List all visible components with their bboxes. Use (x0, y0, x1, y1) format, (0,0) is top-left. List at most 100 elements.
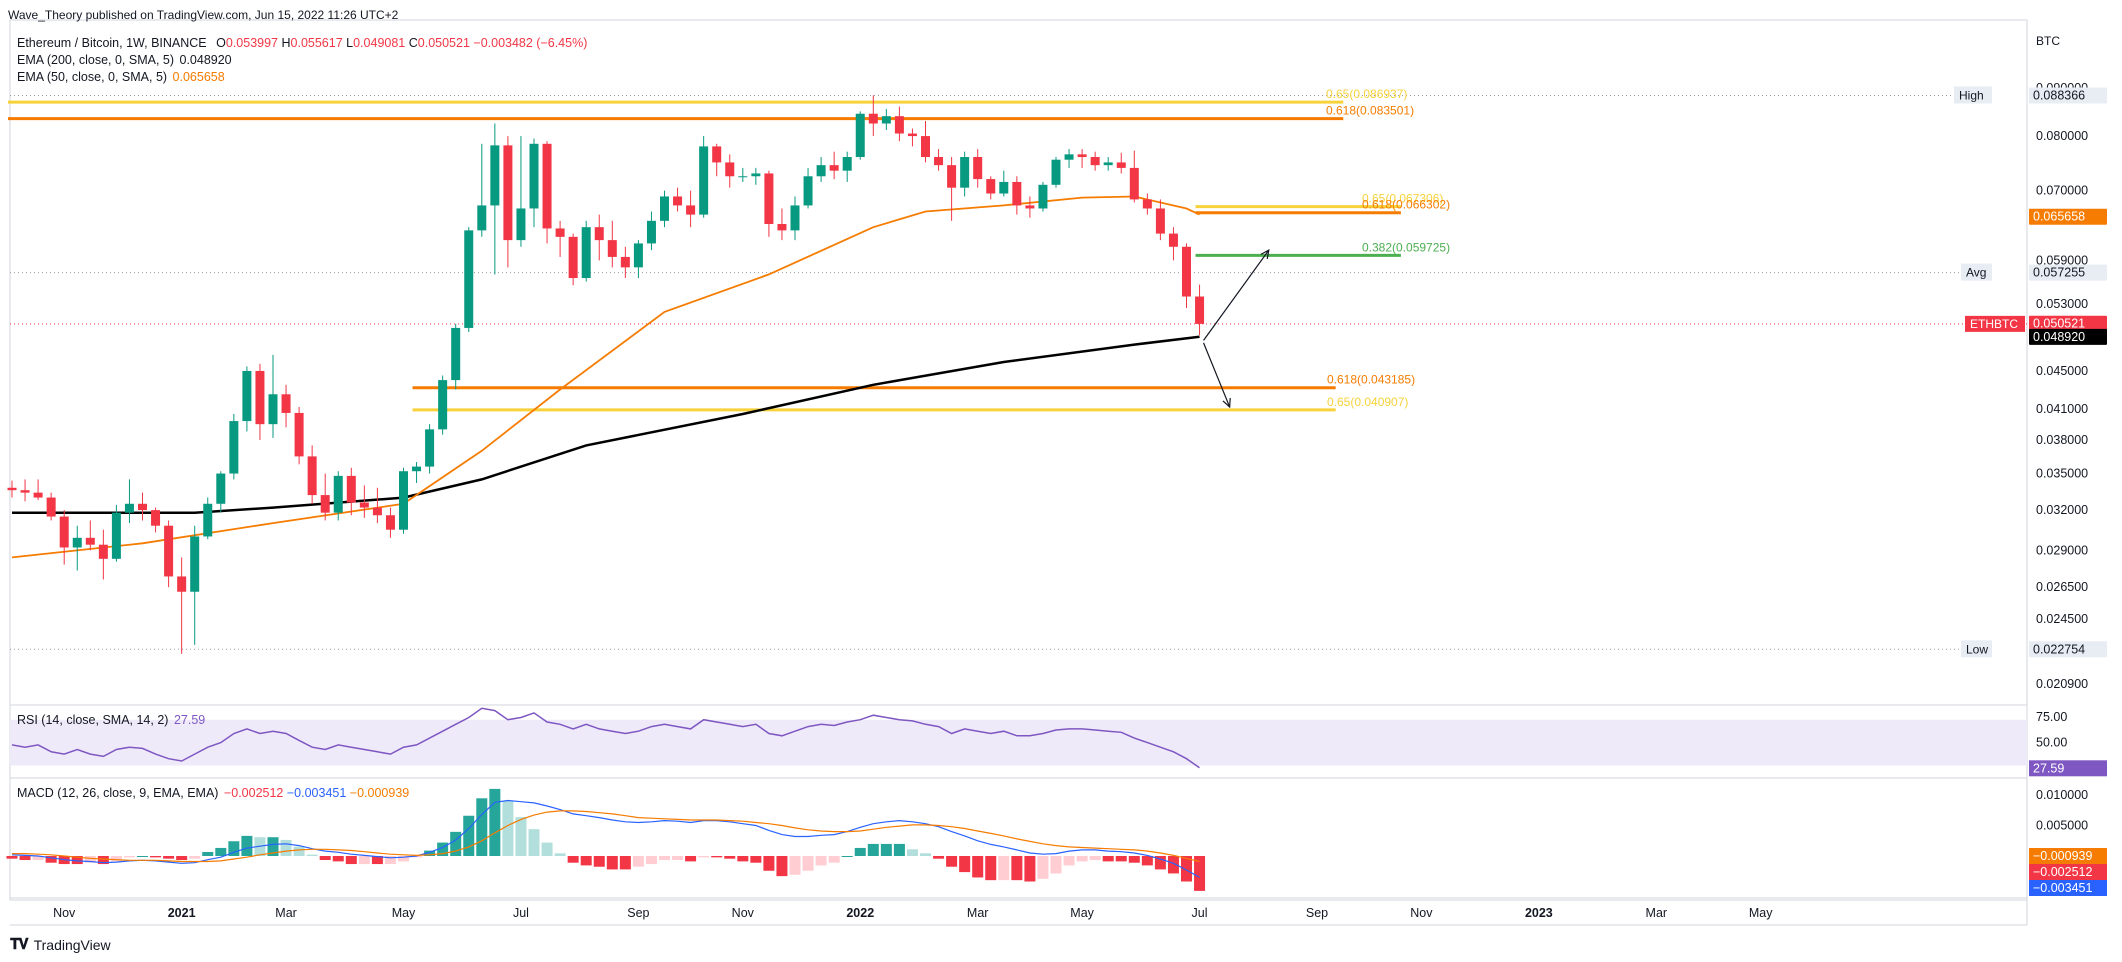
candle-body (633, 243, 643, 268)
candle-body (516, 208, 526, 241)
macd-histogram-bar (1128, 856, 1140, 863)
price-badge-label: 0.048920 (2033, 330, 2085, 344)
macd-histogram-bar (1076, 856, 1088, 862)
time-tick-label: Sep (1306, 906, 1328, 920)
candle-body (960, 157, 970, 188)
rsi-badge-label: 27.59 (2033, 761, 2064, 775)
candle-body (399, 471, 408, 530)
time-tick-label: 2023 (1525, 906, 1553, 920)
macd-histogram-bar (489, 788, 501, 856)
ema50-value: 0.065658 (172, 70, 225, 84)
time-tick-label: Mar (1646, 906, 1668, 920)
macd-histogram-bar (672, 856, 684, 861)
macd-histogram-bar (345, 856, 357, 865)
candle-body (934, 157, 944, 166)
macd-histogram-bar (241, 835, 253, 856)
candle-body (855, 113, 865, 158)
rsi-legend: RSI (14, close, SMA, 14, 2) 27.59 (17, 713, 205, 727)
rsi-line (11, 707, 1200, 769)
macd-histogram-bar (972, 856, 984, 878)
macd-histogram-bar (6, 856, 18, 859)
price-badge (2029, 208, 2107, 225)
candle-body (425, 429, 435, 467)
hline-tag-avg: Avg (1966, 266, 1986, 280)
symbol-name: Ethereum / Bitcoin, 1W, BINANCE (17, 36, 207, 50)
candle-body (620, 256, 630, 268)
candle-body (842, 157, 852, 171)
macd-histogram-bar (1050, 856, 1062, 874)
macd-histogram-bar (880, 843, 892, 856)
macd-histogram-bar (1102, 856, 1114, 862)
candle-body (803, 176, 813, 206)
candle-body (686, 205, 696, 215)
price-badge (2029, 641, 2107, 658)
candle-body (190, 536, 200, 592)
candle-body (46, 497, 56, 517)
candle-body (346, 475, 356, 503)
candle-body (451, 327, 461, 381)
price-tick-label: 0.026500 (2036, 580, 2088, 594)
candle-body (1142, 199, 1152, 209)
candle-body (412, 466, 422, 472)
candle-body (1195, 296, 1205, 324)
macd-histogram-bar (398, 856, 409, 862)
candle-body (1103, 162, 1113, 166)
candle-body (921, 136, 930, 158)
macd-histogram-bar (1194, 856, 1206, 891)
signal-line (12, 810, 1200, 863)
candle-body (699, 146, 709, 215)
price-tick-label: 0.032000 (2036, 503, 2088, 517)
ohlc-low-value: 0.049081 (353, 36, 406, 50)
candle-body (1025, 205, 1035, 209)
price-tick-label: 0.038000 (2036, 433, 2088, 447)
time-tick-label: Mar (967, 906, 989, 920)
macd-badge-label: −0.000939 (2033, 849, 2092, 863)
macd-histogram-bar (711, 856, 723, 858)
macd-histogram-bar (802, 856, 814, 871)
candle-body (464, 230, 474, 328)
macd-histogram-bar (437, 842, 449, 856)
candle-body (72, 537, 82, 548)
price-tick-label: 0.059000 (2036, 253, 2088, 267)
ema200-legend: EMA (200, close, 0, SMA, 5) 0.048920 (17, 53, 232, 67)
fib-level-label: 0.382(0.059725) (1362, 240, 1450, 254)
candle-body (881, 116, 891, 124)
candle-body (320, 495, 330, 513)
macd-histogram-bar (959, 856, 971, 873)
tradingview-logo[interactable]: 𝐓𝐕 TradingView (10, 936, 111, 953)
candle-body (542, 143, 552, 229)
candle-body (372, 507, 382, 516)
time-tick-label: 2021 (168, 906, 196, 920)
candle-body (738, 176, 748, 178)
macd-histogram-bar (1011, 856, 1023, 881)
candle-body (986, 179, 996, 194)
macd-histogram-bar (737, 856, 749, 862)
macd-histogram-bar (724, 856, 736, 859)
candle-body (1038, 184, 1048, 209)
rsi-tick-label: 75.00 (2036, 710, 2067, 724)
candle-body (751, 173, 761, 177)
candle-body (660, 196, 669, 221)
macd-histogram-bar (920, 853, 931, 856)
macd-histogram-bar (163, 856, 175, 859)
macd-tick-label: 0.005000 (2036, 819, 2088, 833)
time-tick-label: Nov (53, 906, 76, 920)
time-tick-label: Mar (275, 906, 297, 920)
macd-histogram-bar (528, 829, 540, 856)
candle-body (790, 205, 800, 231)
symbol-tag: ETHBTC (1970, 317, 2018, 331)
macd-histogram-bar (776, 856, 788, 877)
macd-histogram-bar (828, 856, 840, 863)
macd-histogram-bar (450, 831, 462, 856)
macd-histogram-bar (215, 847, 227, 856)
macd-histogram-bar (123, 856, 135, 858)
price-badge-label: 0.088366 (2033, 88, 2085, 102)
candle-body (85, 537, 95, 545)
fib-level-label: 0.618(0.043185) (1327, 373, 1415, 387)
hline-tag-low: Low (1966, 642, 1988, 656)
ema50-line (11, 195, 1200, 559)
macd-histogram-bar (411, 856, 423, 858)
time-tick-label: May (392, 906, 416, 920)
candle-body (816, 165, 826, 177)
candle-body (385, 515, 395, 530)
